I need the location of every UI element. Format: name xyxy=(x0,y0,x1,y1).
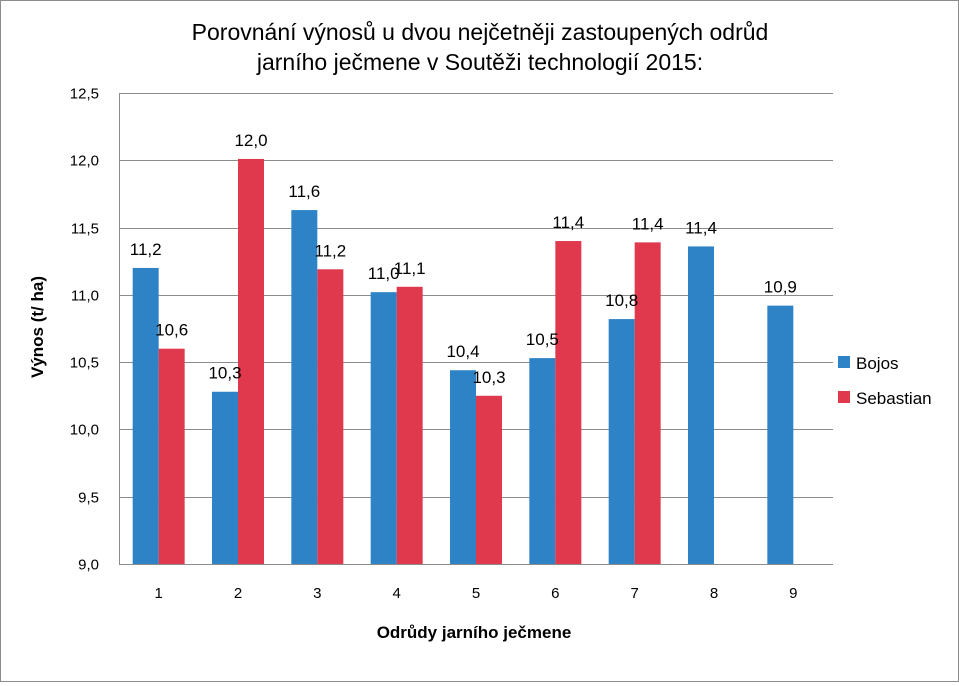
bar-sebastian-5 xyxy=(476,395,502,564)
bar-bojos-4 xyxy=(370,292,397,564)
y-tick-label: 10,5 xyxy=(70,355,99,372)
data-label-sebastian-3: 11,2 xyxy=(314,241,346,260)
legend-swatch-bojos xyxy=(838,356,850,368)
bar-bojos-1 xyxy=(132,267,159,564)
chart-title-line-2: jarního ječmene v Soutěži technologií 20… xyxy=(256,49,703,75)
data-label-sebastian-1: 10,6 xyxy=(155,321,188,340)
x-tick-label: 5 xyxy=(472,585,480,602)
x-tick-label: 1 xyxy=(154,585,162,602)
y-tick-label: 12,5 xyxy=(70,86,99,103)
x-tick-label: 7 xyxy=(630,585,638,602)
bar-bojos-8 xyxy=(688,246,714,564)
bar-sebastian-2 xyxy=(238,158,264,564)
bar-bojos-5 xyxy=(450,370,476,564)
bar-bojos-3 xyxy=(291,210,318,564)
data-label-bojos-4: 11,0 xyxy=(368,264,400,283)
data-label-sebastian-7: 11,4 xyxy=(632,214,664,233)
y-axis-ticks: 9,0 9,5 10,0 10,5 11,0 11,5 12,0 12,5 xyxy=(70,86,99,574)
data-label-bojos-6: 10,5 xyxy=(526,330,559,349)
data-label-sebastian-2: 12,0 xyxy=(234,131,267,150)
bar-bojos-7 xyxy=(608,319,635,564)
y-axis-title: Výnos (t/ ha) xyxy=(28,276,47,378)
data-label-bojos-3: 11,6 xyxy=(288,182,320,201)
y-tick-label: 12,0 xyxy=(70,153,99,170)
y-tick-label: 9,5 xyxy=(78,490,99,507)
data-label-bojos-7: 10,8 xyxy=(605,291,638,310)
bars xyxy=(132,158,794,565)
x-tick-label: 3 xyxy=(313,585,321,602)
data-label-bojos-8: 11,4 xyxy=(685,218,717,237)
bar-bojos-2 xyxy=(212,391,238,564)
x-tick-label: 4 xyxy=(392,585,400,602)
legend-swatch-sebastian xyxy=(838,391,850,403)
x-tick-label: 6 xyxy=(551,585,559,602)
x-tick-label: 8 xyxy=(710,585,718,602)
data-label-bojos-9: 10,9 xyxy=(764,278,797,297)
bar-sebastian-7 xyxy=(634,242,661,565)
data-label-bojos-1: 11,2 xyxy=(130,240,162,259)
bar-bojos-6 xyxy=(529,358,556,564)
bar-sebastian-1 xyxy=(158,348,185,564)
x-axis-title: Odrůdy jarního ječmene xyxy=(377,623,572,642)
bar-sebastian-6 xyxy=(555,241,582,564)
chart-title-line-1: Porovnání výnosů u dvou nejčetněji zasto… xyxy=(192,19,769,45)
x-tick-label: 9 xyxy=(789,585,797,602)
legend-label-bojos: Bojos xyxy=(856,354,899,373)
data-label-bojos-5: 10,4 xyxy=(446,342,479,361)
x-tick-label: 2 xyxy=(234,585,242,602)
data-label-sebastian-4: 11,1 xyxy=(394,259,426,278)
x-axis-ticks: 1 2 3 4 5 6 7 8 9 xyxy=(154,585,797,602)
data-labels: 11,2 10,3 11,6 11,0 10,4 10,5 10,8 11,4 10,9 10,6… xyxy=(130,131,797,387)
legend: Bojos Sebastian xyxy=(838,354,932,408)
y-tick-label: 11,5 xyxy=(71,221,99,238)
y-tick-label: 11,0 xyxy=(71,288,99,305)
bar-sebastian-4 xyxy=(396,286,423,564)
y-tick-label: 9,0 xyxy=(78,557,99,574)
y-tick-label: 10,0 xyxy=(70,422,99,439)
bar-sebastian-3 xyxy=(317,269,344,564)
data-label-bojos-2: 10,3 xyxy=(208,364,241,383)
legend-label-sebastian: Sebastian xyxy=(856,389,932,408)
bar-bojos-9 xyxy=(767,305,794,564)
data-label-sebastian-6: 11,4 xyxy=(552,213,584,232)
data-label-sebastian-5: 10,3 xyxy=(472,368,505,387)
